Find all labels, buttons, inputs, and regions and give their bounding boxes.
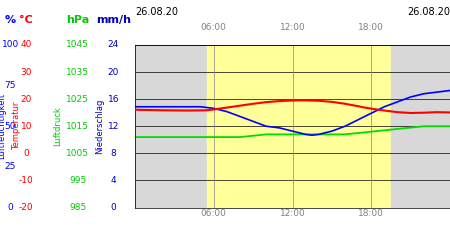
Text: 75: 75 (4, 81, 16, 90)
Text: 1035: 1035 (66, 68, 89, 76)
Text: 0: 0 (111, 203, 116, 212)
Text: 24: 24 (108, 40, 119, 50)
Text: Temperatur: Temperatur (12, 102, 21, 150)
Text: 26.08.20: 26.08.20 (407, 7, 450, 17)
Text: 40: 40 (21, 40, 32, 50)
Text: 1005: 1005 (66, 149, 89, 158)
Text: 20: 20 (21, 95, 32, 104)
Text: 25: 25 (4, 162, 16, 172)
Text: Niederschlag: Niederschlag (94, 98, 104, 154)
Text: 985: 985 (69, 203, 86, 212)
Text: 06:00: 06:00 (201, 23, 227, 32)
Bar (135, 45, 207, 207)
Text: 18:00: 18:00 (358, 23, 384, 32)
Text: 1015: 1015 (66, 122, 89, 131)
Text: Luftdruck: Luftdruck (54, 106, 63, 146)
Text: 100: 100 (1, 40, 19, 50)
Text: 16: 16 (108, 95, 119, 104)
Text: 0: 0 (7, 203, 13, 212)
Text: 50: 50 (4, 122, 16, 131)
Text: 12:00: 12:00 (279, 23, 306, 32)
Text: °C: °C (19, 15, 33, 25)
Text: mm/h: mm/h (96, 15, 131, 25)
Text: 1025: 1025 (66, 95, 89, 104)
Text: hPa: hPa (66, 15, 89, 25)
Text: 8: 8 (111, 149, 116, 158)
Text: 20: 20 (108, 68, 119, 76)
Text: 0: 0 (23, 149, 29, 158)
Text: 10: 10 (21, 122, 32, 131)
Bar (391, 45, 450, 207)
Text: 26.08.20: 26.08.20 (135, 7, 178, 17)
Text: 995: 995 (69, 176, 86, 185)
Text: 4: 4 (111, 176, 116, 185)
Text: 12: 12 (108, 122, 119, 131)
Text: 30: 30 (21, 68, 32, 76)
Text: %: % (4, 15, 16, 25)
Text: 1045: 1045 (66, 40, 89, 50)
Text: -10: -10 (19, 176, 34, 185)
Text: -20: -20 (19, 203, 34, 212)
Bar (207, 45, 391, 207)
Text: Luftfeuchtigkeit: Luftfeuchtigkeit (0, 93, 6, 159)
